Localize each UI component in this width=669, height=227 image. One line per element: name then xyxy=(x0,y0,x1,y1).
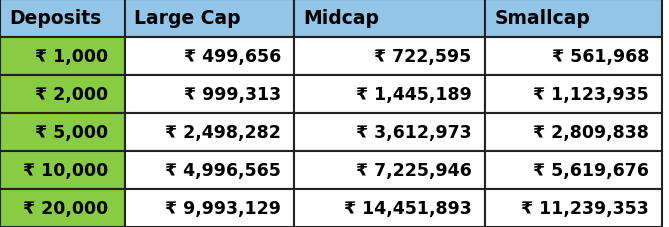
Bar xyxy=(125,38,294,76)
Text: ₹ 14,451,893: ₹ 14,451,893 xyxy=(344,199,472,217)
Text: ₹ 1,000: ₹ 1,000 xyxy=(35,48,108,66)
Bar xyxy=(485,151,662,189)
Bar xyxy=(125,76,294,114)
Bar xyxy=(294,76,485,114)
Bar xyxy=(485,189,662,227)
Bar xyxy=(485,114,662,151)
Text: ₹ 1,123,935: ₹ 1,123,935 xyxy=(533,86,649,104)
Bar xyxy=(485,38,662,76)
Bar xyxy=(125,189,294,227)
Bar xyxy=(485,0,662,38)
Text: ₹ 5,619,676: ₹ 5,619,676 xyxy=(533,161,649,179)
Text: ₹ 4,996,565: ₹ 4,996,565 xyxy=(165,161,281,179)
Text: ₹ 2,000: ₹ 2,000 xyxy=(35,86,108,104)
Bar xyxy=(0,189,125,227)
Bar xyxy=(294,38,485,76)
Text: ₹ 11,239,353: ₹ 11,239,353 xyxy=(521,199,649,217)
Text: ₹ 722,595: ₹ 722,595 xyxy=(375,48,472,66)
Bar xyxy=(0,0,125,38)
Bar xyxy=(294,151,485,189)
Text: ₹ 561,968: ₹ 561,968 xyxy=(551,48,649,66)
Bar xyxy=(485,76,662,114)
Bar xyxy=(125,114,294,151)
Text: ₹ 499,656: ₹ 499,656 xyxy=(184,48,281,66)
Bar xyxy=(294,0,485,38)
Text: ₹ 1,445,189: ₹ 1,445,189 xyxy=(356,86,472,104)
Text: ₹ 7,225,946: ₹ 7,225,946 xyxy=(356,161,472,179)
Text: ₹ 5,000: ₹ 5,000 xyxy=(35,123,108,141)
Text: ₹ 999,313: ₹ 999,313 xyxy=(184,86,281,104)
Bar xyxy=(0,151,125,189)
Bar xyxy=(294,189,485,227)
Text: ₹ 20,000: ₹ 20,000 xyxy=(23,199,108,217)
Text: ₹ 9,993,129: ₹ 9,993,129 xyxy=(165,199,281,217)
Text: ₹ 3,612,973: ₹ 3,612,973 xyxy=(356,123,472,141)
Bar xyxy=(0,76,125,114)
Text: ₹ 10,000: ₹ 10,000 xyxy=(23,161,108,179)
Text: Smallcap: Smallcap xyxy=(494,10,590,28)
Text: Deposits: Deposits xyxy=(9,10,102,28)
Text: ₹ 2,498,282: ₹ 2,498,282 xyxy=(165,123,281,141)
Text: ₹ 2,809,838: ₹ 2,809,838 xyxy=(533,123,649,141)
Bar xyxy=(294,114,485,151)
Bar xyxy=(0,38,125,76)
Bar xyxy=(125,0,294,38)
Text: Midcap: Midcap xyxy=(304,10,380,28)
Bar xyxy=(0,114,125,151)
Bar xyxy=(125,151,294,189)
Text: Large Cap: Large Cap xyxy=(134,10,241,28)
